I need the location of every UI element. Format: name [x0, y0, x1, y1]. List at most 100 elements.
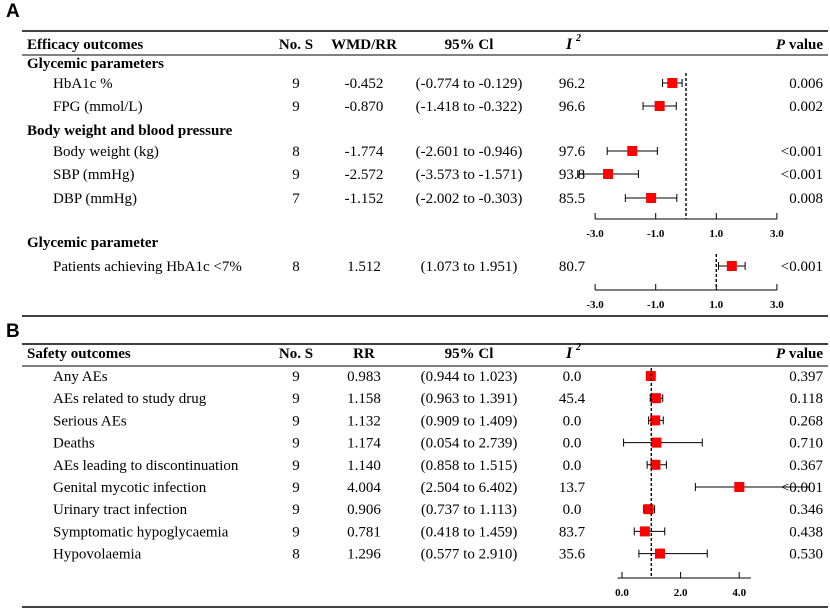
panel-a-header-value-word: value — [785, 37, 823, 53]
row-a3-0-p-value: <0.001 — [781, 259, 823, 275]
panel-a-header-p-value: P value — [776, 37, 823, 53]
panel-a-label: A — [6, 1, 20, 22]
row-a1-1-ci: (-1.418 to -0.322) — [416, 99, 523, 115]
row-a2-2-i2: 85.5 — [559, 191, 585, 207]
row-b-6-point-estimate — [643, 504, 654, 515]
row-b-7-i2: 83.7 — [559, 524, 586, 540]
panel-b-axis-tick-label: 2.0 — [674, 587, 688, 599]
row-b-2-p-value: 0.268 — [789, 413, 823, 429]
panel-a-header-i2-superscript: 2 — [575, 33, 581, 44]
row-a2-2-studies: 7 — [292, 191, 300, 207]
row-a2-0-ci: (-2.601 to -0.946) — [416, 144, 523, 160]
panel-b-header-effect: RR — [353, 346, 375, 362]
row-b-3-p-value: 0.710 — [789, 436, 823, 452]
row-a1-1-studies: 9 — [292, 99, 300, 115]
row-a2-0-point-estimate — [627, 146, 638, 156]
row-b-4-p-value: 0.367 — [789, 458, 823, 474]
group-heading-body-weight-blood-pressure: Body weight and blood pressure — [27, 123, 233, 139]
row-b-8-label: Hypovolaemia — [53, 547, 142, 563]
row-b-4-studies: 9 — [292, 458, 300, 474]
row-a3-0-label: Patients achieving HbA1c <7% — [53, 259, 242, 275]
row-a1-0-i2: 96.2 — [559, 76, 585, 92]
row-b-5-i2: 13.7 — [559, 480, 586, 496]
row-a2-1-ci: (-3.573 to -1.571) — [416, 167, 523, 183]
row-a2-1-i2: 93.8 — [559, 167, 585, 183]
row-a1-0-ci: (-0.774 to -0.129) — [416, 76, 523, 92]
row-a2-2-label: DBP (mmHg) — [53, 191, 137, 207]
row-b-5-ci: (2.504 to 6.402) — [421, 480, 518, 496]
row-a1-1-i2: 96.6 — [559, 99, 586, 115]
panel-b-header-p-letter: P — [776, 346, 786, 362]
row-b-1-effect: 1.158 — [347, 391, 381, 407]
row-b-7-studies: 9 — [292, 524, 300, 540]
row-b-1-studies: 9 — [292, 391, 300, 407]
row-b-8-effect: 1.296 — [347, 547, 381, 563]
row-b-5-studies: 9 — [292, 480, 300, 496]
row-b-8-studies: 8 — [292, 547, 300, 563]
row-b-3-point-estimate — [651, 437, 662, 448]
row-a2-2-point-estimate — [646, 193, 657, 203]
panel-b-axis-tick-label: 0.0 — [615, 587, 629, 599]
panel-a-axis-lower-tick-label: -1.0 — [647, 299, 665, 311]
row-b-2-studies: 9 — [292, 413, 300, 429]
row-b-3-ci: (0.054 to 2.739) — [421, 436, 518, 452]
row-a2-0-effect: -1.774 — [345, 144, 384, 160]
row-b-8-i2: 35.6 — [559, 547, 586, 563]
row-b-3-i2: 0.0 — [563, 436, 582, 452]
panel-a-header-i2: I — [565, 36, 573, 53]
row-a1-1-label: FPG (mmol/L) — [53, 99, 143, 115]
row-b-5-effect: 4.004 — [347, 480, 381, 496]
row-a3-0-point-estimate — [726, 261, 737, 271]
row-b-5-p-value: <0.001 — [781, 480, 823, 496]
row-b-6-ci: (0.737 to 1.113) — [421, 502, 517, 518]
panel-a-axis-lower-tick-label: 3.0 — [770, 299, 784, 311]
row-b-6-label: Urinary tract infection — [53, 502, 188, 518]
row-b-8-ci: (0.577 to 2.910) — [421, 547, 518, 563]
row-b-1-point-estimate — [650, 393, 661, 404]
row-a1-1-point-estimate — [654, 101, 665, 111]
row-a2-0-p-value: <0.001 — [781, 144, 823, 160]
panel-a-axis-upper-tick-label: 1.0 — [709, 228, 723, 240]
row-b-0-label: Any AEs — [53, 369, 108, 385]
row-b-7-point-estimate — [639, 526, 650, 537]
panel-b-header-value-word: value — [785, 346, 823, 362]
panel-a-axis-upper-tick-label: -3.0 — [586, 228, 604, 240]
row-b-2-label: Serious AEs — [53, 413, 127, 429]
group-heading-glycemic-parameters: Glycemic parameters — [27, 56, 164, 72]
row-a3-0-studies: 8 — [292, 259, 300, 275]
panel-b-label: B — [6, 321, 20, 342]
row-a2-0-studies: 8 — [292, 144, 300, 160]
panel-b-header-outcome: Safety outcomes — [27, 346, 131, 362]
row-b-6-effect: 0.906 — [347, 502, 381, 518]
panel-b-header-p-value: P value — [776, 346, 823, 362]
row-a2-2-ci: (-2.002 to -0.303) — [416, 191, 523, 207]
row-a2-1-effect: -2.572 — [345, 167, 384, 183]
row-a2-2-effect: -1.152 — [345, 191, 384, 207]
row-a1-1-effect: -0.870 — [345, 99, 384, 115]
panel-a-axis-lower-tick-label: -3.0 — [586, 299, 604, 311]
row-a1-0-p-value: 0.006 — [789, 76, 823, 92]
row-b-3-label: Deaths — [53, 436, 95, 452]
row-b-7-label: Symptomatic hypoglycaemia — [53, 524, 229, 540]
row-b-0-ci: (0.944 to 1.023) — [421, 369, 518, 385]
row-b-0-effect: 0.983 — [347, 369, 381, 385]
panel-a-axis-upper-tick-label: 3.0 — [770, 228, 784, 240]
row-a2-2-p-value: 0.008 — [789, 191, 823, 207]
row-b-8-point-estimate — [654, 548, 665, 559]
panel-b-header-studies: No. S — [279, 346, 313, 362]
row-b-8-p-value: 0.530 — [789, 547, 823, 563]
row-a1-0-point-estimate — [667, 78, 678, 88]
row-b-1-p-value: 0.118 — [790, 391, 823, 407]
row-a3-0-i2: 80.7 — [559, 259, 586, 275]
row-b-7-ci: (0.418 to 1.459) — [421, 524, 518, 540]
row-b-2-ci: (0.909 to 1.409) — [421, 413, 518, 429]
row-b-3-studies: 9 — [292, 436, 300, 452]
row-a2-1-label: SBP (mmHg) — [53, 167, 135, 183]
row-b-7-p-value: 0.438 — [789, 524, 823, 540]
row-b-2-i2: 0.0 — [563, 413, 582, 429]
row-b-6-studies: 9 — [292, 502, 300, 518]
row-b-1-label: AEs related to study drug — [53, 391, 207, 407]
row-b-4-effect: 1.140 — [347, 458, 381, 474]
group-heading-glycemic-parameter: Glycemic parameter — [27, 235, 159, 251]
